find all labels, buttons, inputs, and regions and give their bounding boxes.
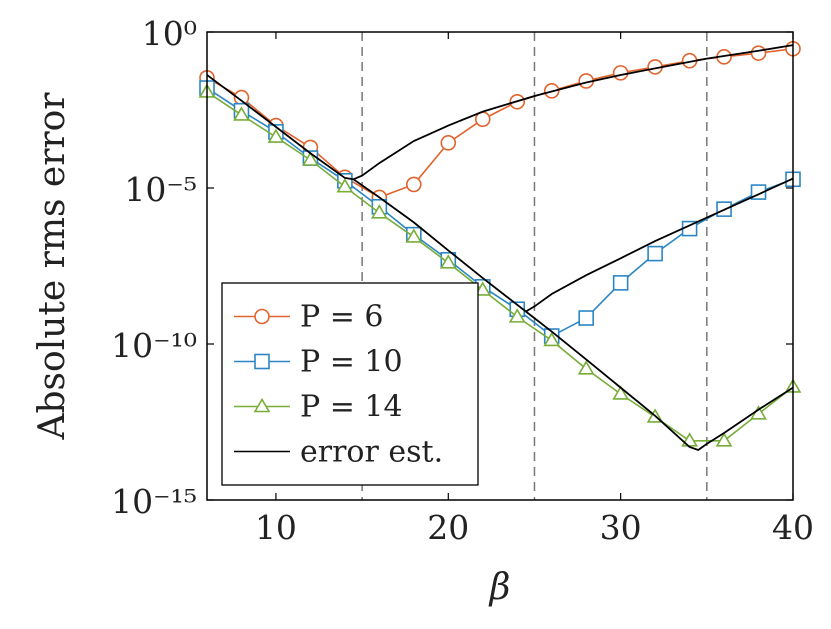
marker (336, 178, 354, 193)
marker (440, 135, 457, 151)
marker (253, 397, 271, 413)
plot-frame (206, 31, 794, 501)
legend-label: P = 14 (300, 390, 403, 425)
marker (750, 45, 767, 61)
x-tick-label: 40 (772, 508, 814, 547)
x-tick-label: 30 (600, 508, 642, 547)
y-tick-label: 10⁻¹⁰ (111, 326, 197, 365)
marker (474, 281, 492, 296)
marker (647, 245, 663, 262)
marker (406, 176, 422, 193)
marker (612, 275, 629, 291)
legend-label: error est. (300, 435, 443, 470)
legend-label: P = 6 (300, 300, 383, 335)
y-tick-label: 10⁻¹⁵ (111, 482, 197, 521)
marker (681, 432, 698, 447)
marker (233, 106, 250, 121)
x-axis-label: β (488, 567, 511, 608)
y-tick-label: 10⁻⁵ (124, 170, 197, 209)
marker (543, 331, 561, 347)
marker (715, 432, 733, 447)
series-line (206, 47, 794, 199)
y-axis-label: Absolute rms error (32, 92, 73, 441)
x-tick-label: 20 (427, 508, 469, 547)
marker (508, 308, 526, 323)
marker (578, 310, 594, 326)
marker (577, 360, 595, 375)
marker (302, 151, 319, 166)
marker (405, 228, 423, 243)
marker (254, 353, 270, 370)
marker (370, 204, 388, 219)
marker (612, 385, 630, 400)
legend-label: P = 10 (300, 345, 403, 380)
marker (439, 254, 457, 269)
legend: P = 6 P = 10 P = 14 error est. (221, 282, 479, 486)
series-line (206, 91, 794, 442)
y-tick-label: 10⁰ (142, 14, 197, 53)
marker (267, 128, 285, 143)
marker (612, 65, 629, 81)
series-line (206, 44, 794, 452)
marker (254, 308, 270, 325)
x-tick-label: 10 (255, 508, 297, 547)
